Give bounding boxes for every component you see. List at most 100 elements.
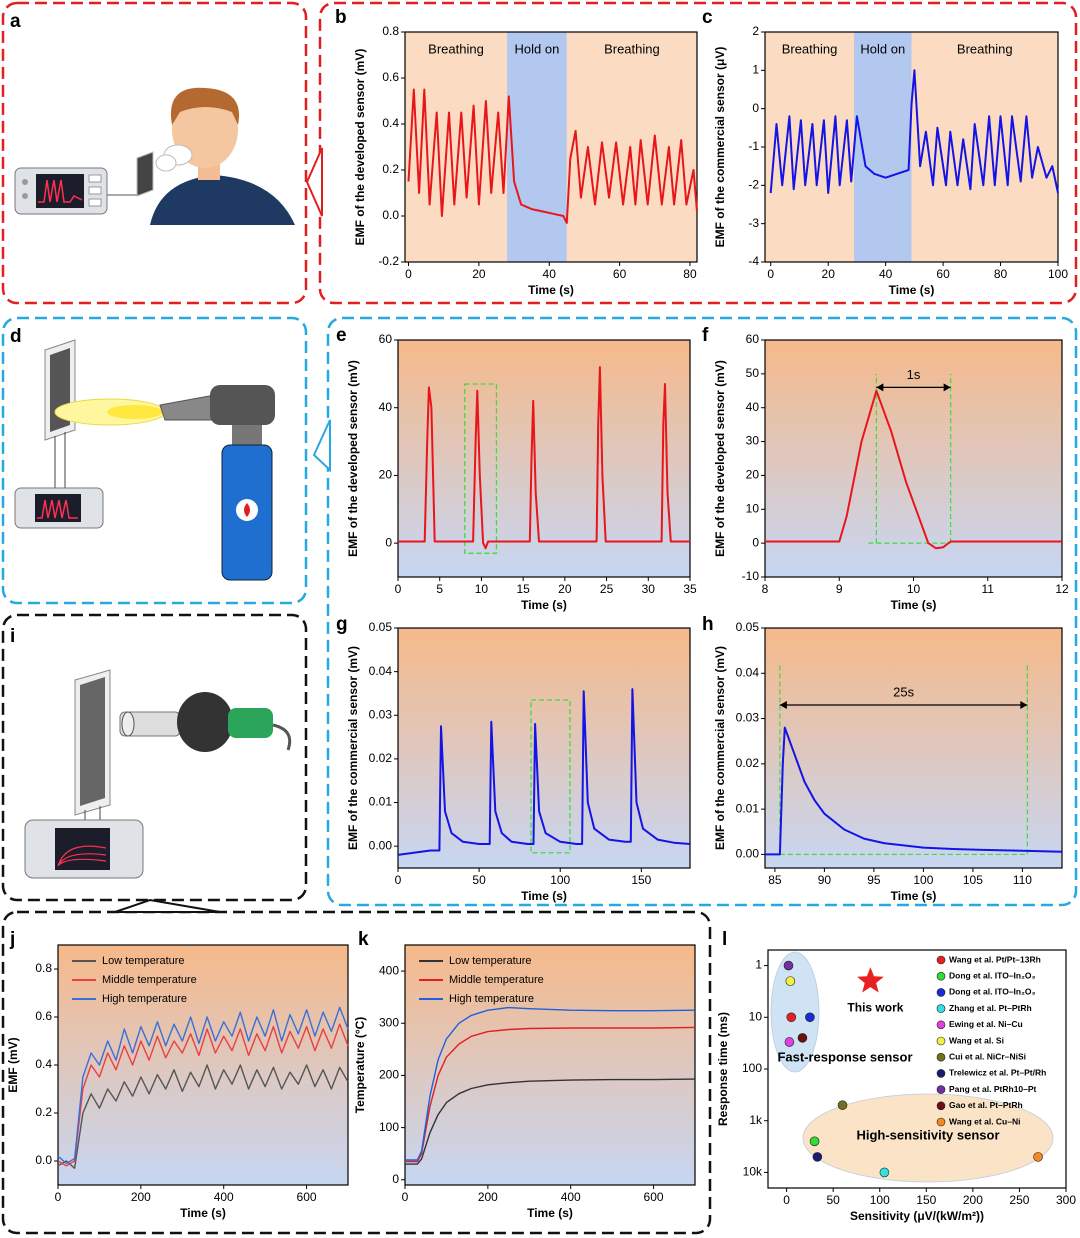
y-tick-label: -2 — [748, 178, 759, 192]
data-line — [765, 389, 1062, 550]
region-label: Hold on — [515, 41, 560, 56]
frame-jk — [1, 910, 712, 1235]
legend-label: Middle temperature — [102, 974, 197, 986]
region-label: Breathing — [604, 41, 660, 56]
y-tick-label: 10 — [746, 501, 760, 515]
region — [566, 32, 697, 262]
y-tick-label: 20 — [746, 468, 760, 482]
illustration-a — [14, 87, 295, 225]
y-tick-label: 0.01 — [369, 795, 393, 809]
plot-background — [398, 340, 690, 577]
plot-background — [58, 945, 348, 1185]
plot-frame — [404, 31, 698, 263]
legend-marker — [936, 988, 946, 997]
region — [911, 32, 1058, 262]
region-label: Hold on — [860, 41, 905, 56]
x-axis-label: Time (s) — [528, 283, 574, 297]
y-tick-label: 0.02 — [369, 751, 393, 765]
star-point — [857, 967, 884, 993]
y-tick-label: 60 — [746, 332, 760, 346]
x-tick-label: 15 — [516, 582, 530, 596]
screen-wave — [38, 179, 83, 203]
sensor-grid — [80, 677, 105, 806]
legend-label: Wang et al. Si — [949, 1035, 1004, 1045]
y-tick-label: 0 — [752, 535, 759, 549]
legend-marker — [936, 1069, 946, 1078]
x-tick-label: 5 — [436, 582, 443, 596]
x-axis-label: Time (s) — [527, 1206, 573, 1220]
x-axis-label: Time (s) — [180, 1206, 226, 1220]
x-tick-label: 0 — [395, 873, 402, 887]
y-tick-label: 1 — [755, 958, 762, 972]
y-axis-label: EMF of the developed sensor (mV) — [346, 360, 360, 557]
screen-wave — [37, 499, 78, 519]
x-tick-label: 40 — [543, 267, 557, 281]
x-tick-label: 105 — [963, 873, 983, 887]
panel-letter: e — [336, 325, 347, 346]
highlight-box — [464, 383, 498, 554]
x-tick-label: 0 — [55, 1190, 62, 1204]
flame-core — [107, 405, 163, 419]
y-tick-label: 0.0 — [35, 1153, 52, 1167]
panel-letter: b — [335, 7, 347, 28]
torch-head — [210, 385, 275, 425]
x-tick-label: 8 — [762, 582, 769, 596]
y-tick-label: 0.04 — [736, 665, 760, 679]
button — [88, 198, 102, 207]
legend-label: Gao et al. Pt–PtRh — [949, 1100, 1023, 1110]
span-label: 25s — [893, 684, 914, 699]
y-tick-label: 0.03 — [369, 707, 393, 721]
x-tick-label: 300 — [1056, 1193, 1076, 1207]
plot-background — [765, 340, 1062, 577]
x-tick-label: 50 — [827, 1193, 841, 1207]
x-axis-label: Time (s) — [521, 598, 567, 612]
legend-marker — [936, 1101, 946, 1111]
y-tick-label: 60 — [379, 332, 393, 346]
torch-nozzle — [159, 394, 219, 421]
illustration-d — [14, 339, 275, 581]
panel-letter: c — [702, 7, 713, 28]
connector-red — [305, 147, 323, 217]
plot-frame — [397, 339, 691, 578]
panel-letter: h — [702, 614, 714, 635]
x-tick-label: 90 — [818, 873, 832, 887]
x-tick-label: 200 — [963, 1193, 983, 1207]
legend-label: Pang et al. PtRh10–Pt — [949, 1084, 1037, 1094]
y-tick-label: 1 — [752, 63, 759, 77]
x-tick-label: 9 — [836, 582, 843, 596]
x-tick-label: 100 — [913, 873, 933, 887]
x-tick-label: 11 — [982, 582, 995, 596]
x-tick-label: 0 — [783, 1193, 790, 1207]
x-tick-label: 600 — [297, 1190, 317, 1204]
x-tick-label: 200 — [478, 1190, 498, 1204]
legend-label: Zhang et al. Pt–PtRh — [949, 1003, 1032, 1013]
scatter-point — [785, 976, 796, 986]
region — [802, 1093, 1054, 1183]
x-axis-label: Time (s) — [889, 283, 935, 297]
y-tick-label: 0 — [385, 535, 392, 549]
scatter-point — [783, 960, 794, 971]
x-tick-label: 100 — [1048, 267, 1068, 281]
data-line — [405, 1026, 696, 1163]
x-tick-label: 0 — [767, 267, 774, 281]
span-label: 1s — [907, 367, 921, 382]
button — [88, 186, 102, 195]
cable — [107, 185, 141, 196]
x-tick-label: 600 — [644, 1190, 664, 1204]
highlight-box — [530, 699, 571, 854]
plot-frame — [764, 627, 1063, 869]
scatter-point — [786, 1012, 797, 1023]
y-tick-label: 10 — [749, 1009, 763, 1023]
y-tick-label: 0.6 — [35, 1009, 52, 1023]
y-tick-label: 50 — [746, 366, 760, 380]
knob — [22, 179, 28, 185]
y-axis-label: EMF of the commercial sensor (mV) — [346, 646, 360, 850]
panel-letter: g — [336, 614, 348, 635]
data-line — [57, 1006, 349, 1165]
knob — [22, 193, 28, 199]
x-tick-label: 0 — [402, 1190, 409, 1204]
y-tick-label: 0.00 — [369, 838, 393, 852]
legend-marker — [936, 955, 946, 965]
can-flame — [244, 503, 250, 517]
y-tick-label: 0.4 — [382, 116, 399, 130]
